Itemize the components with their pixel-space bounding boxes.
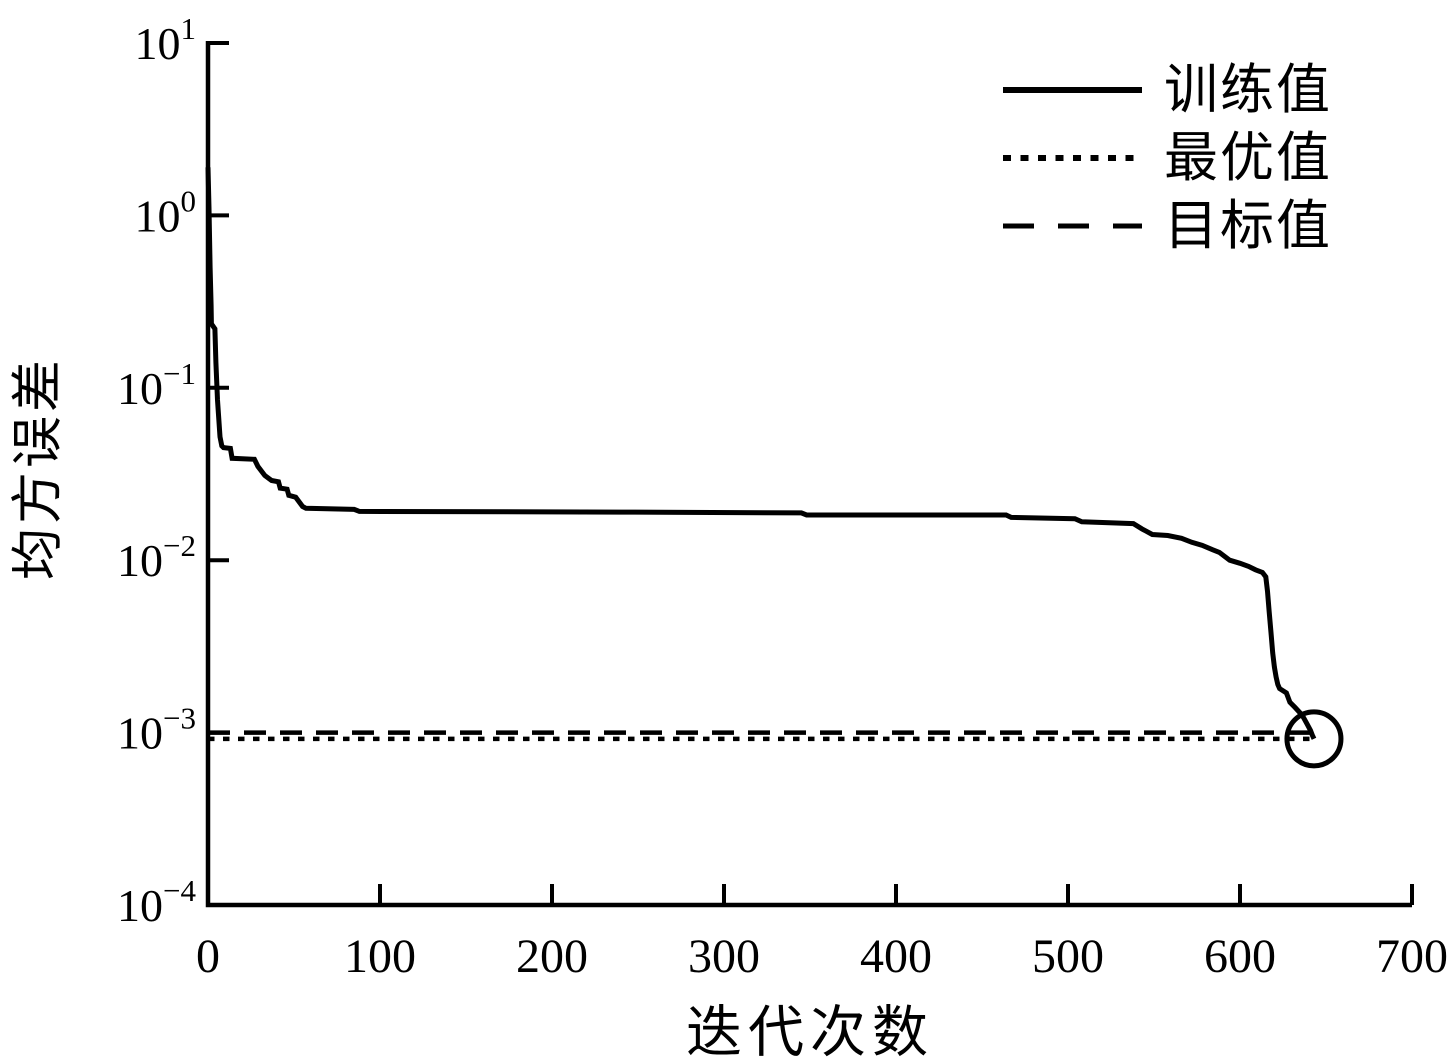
y-axis-label: 均方误差 [10, 355, 68, 581]
x-tick-label: 700 [1376, 930, 1448, 983]
y-tick-label: 100 [135, 183, 197, 241]
legend-label-goal: 目标值 [1164, 196, 1332, 256]
x-tick-label: 400 [860, 930, 932, 983]
legend-line-dashed-icon [1003, 222, 1142, 230]
legend-line-dotted-icon [1003, 154, 1142, 162]
legend-item-goal: 目标值 [1003, 192, 1332, 260]
training-curve [205, 167, 1317, 740]
x-tick-label: 300 [688, 930, 760, 983]
legend-item-best: 最优值 [1003, 124, 1332, 192]
y-tick-label: 10−1 [117, 356, 196, 414]
legend-item-training: 训练值 [1003, 56, 1332, 124]
legend-line-solid-icon [1003, 86, 1142, 94]
x-tick-label: 100 [344, 930, 416, 983]
x-tick-label: 200 [516, 930, 588, 983]
x-tick-label: 0 [196, 930, 220, 983]
legend-label-best: 最优值 [1164, 128, 1332, 188]
y-tick-label: 10−4 [117, 873, 196, 931]
y-tick-label: 10−3 [117, 701, 196, 759]
x-tick-label: 500 [1032, 930, 1104, 983]
chart-legend: 训练值 最优值 目标值 [1003, 56, 1332, 260]
y-tick-label: 101 [135, 11, 197, 69]
x-axis-label: 迭代次数 [686, 1002, 934, 1064]
legend-label-training: 训练值 [1164, 60, 1332, 120]
final-point-circle-marker [1284, 709, 1344, 769]
y-tick-label: 10−2 [117, 528, 196, 586]
x-tick-label: 600 [1204, 930, 1276, 983]
